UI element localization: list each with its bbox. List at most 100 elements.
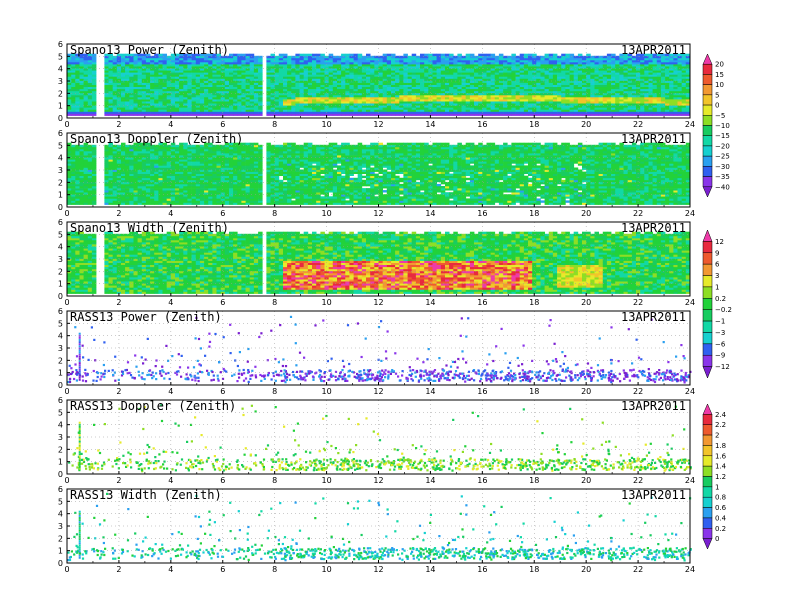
heatmap-cell <box>142 151 147 153</box>
heatmap-cell <box>167 72 172 74</box>
heatmap-cell <box>669 72 674 74</box>
heatmap-cell <box>644 109 649 111</box>
heatmap-cell <box>75 196 80 198</box>
heatmap-cell <box>312 89 317 91</box>
heatmap-cell <box>528 97 533 99</box>
heatmap-cell <box>187 66 192 68</box>
heatmap-cell <box>541 83 546 85</box>
heatmap-cell <box>300 76 305 78</box>
heatmap-cell <box>279 66 284 68</box>
heatmap-cell <box>246 79 251 81</box>
heatmap-cell <box>553 107 558 109</box>
heatmap-cell <box>138 109 143 111</box>
heatmap-cell <box>175 66 180 68</box>
heatmap-cell <box>391 66 396 68</box>
heatmap-cell <box>200 72 205 74</box>
heatmap-cell <box>212 72 217 74</box>
heatmap-cell <box>387 97 392 99</box>
heatmap-cell <box>92 165 97 167</box>
heatmap-cell <box>354 107 359 109</box>
heatmap-cell <box>366 103 371 105</box>
heatmap-cell <box>358 79 363 81</box>
heatmap-cell <box>92 188 97 190</box>
heatmap-cell <box>150 176 155 178</box>
heatmap-cell <box>212 99 217 101</box>
heatmap-cell <box>470 114 475 116</box>
heatmap-cell <box>300 83 305 85</box>
heatmap-cell <box>503 99 508 101</box>
heatmap-cell <box>316 76 321 78</box>
heatmap-cell <box>516 79 521 81</box>
heatmap-cell <box>179 97 184 99</box>
heatmap-cell <box>92 161 97 163</box>
heatmap-cell <box>295 76 300 78</box>
heatmap-cell <box>146 151 151 153</box>
heatmap-cell <box>673 76 678 78</box>
heatmap-cell <box>399 97 404 99</box>
heatmap-cell <box>67 151 72 153</box>
heatmap-cell <box>154 66 159 68</box>
heatmap-cell <box>341 97 346 99</box>
y-tick-label: 1 <box>58 102 63 111</box>
heatmap-cell <box>312 72 317 74</box>
heatmap-cell <box>75 89 80 91</box>
heatmap-cell <box>495 109 500 111</box>
heatmap-cell <box>437 79 442 81</box>
heatmap-cell <box>287 97 292 99</box>
heatmap-cell <box>570 66 575 68</box>
heatmap-cell <box>333 58 338 60</box>
heatmap-cell <box>84 155 89 157</box>
heatmap-cell <box>179 62 184 64</box>
heatmap-cell <box>545 103 550 105</box>
heatmap-cell <box>134 151 139 153</box>
heatmap-cell <box>553 97 558 99</box>
heatmap-cell <box>354 109 359 111</box>
heatmap-cell <box>595 109 600 111</box>
heatmap-cell <box>341 54 346 56</box>
heatmap-cell <box>366 99 371 101</box>
heatmap-cell <box>129 109 134 111</box>
heatmap-cell <box>653 97 658 99</box>
heatmap-cell <box>75 79 80 81</box>
heatmap-cell <box>682 66 687 68</box>
heatmap-cell <box>109 107 114 109</box>
heatmap-cell <box>653 93 658 95</box>
heatmap-cell <box>399 107 404 109</box>
heatmap-cell <box>636 109 641 111</box>
heatmap-cell <box>399 83 404 85</box>
heatmap-cell <box>607 99 612 101</box>
heatmap-cell <box>196 87 201 89</box>
heatmap-cell <box>142 198 147 200</box>
heatmap-cell <box>449 89 454 91</box>
heatmap-cell <box>300 99 305 101</box>
heatmap-cell <box>142 83 147 85</box>
heatmap-cell <box>320 103 325 105</box>
heatmap-cell <box>520 97 525 99</box>
heatmap-cell <box>134 203 139 205</box>
heatmap-cell <box>183 72 188 74</box>
heatmap-cell <box>491 99 496 101</box>
heatmap-cell <box>179 79 184 81</box>
heatmap-cell <box>80 176 85 178</box>
heatmap-cell <box>337 99 342 101</box>
heatmap-cell <box>150 182 155 184</box>
heatmap-cell <box>233 97 238 99</box>
heatmap-cell <box>109 172 114 174</box>
heatmap-cell <box>611 66 616 68</box>
heatmap-cell <box>217 99 222 101</box>
y-tick-label: 6 <box>58 40 63 49</box>
heatmap-cell <box>499 79 504 81</box>
heatmap-cell <box>678 66 683 68</box>
heatmap-cell <box>565 79 570 81</box>
heatmap-cell <box>657 107 662 109</box>
heatmap-cell <box>221 109 226 111</box>
heatmap-cell <box>541 58 546 60</box>
heatmap-cell <box>88 109 93 111</box>
heatmap-cell <box>590 109 595 111</box>
heatmap-cell <box>499 99 504 101</box>
heatmap-cell <box>420 66 425 68</box>
heatmap-cell <box>125 155 130 157</box>
heatmap-cell <box>366 62 371 64</box>
heatmap-cell <box>150 89 155 91</box>
heatmap-cell <box>304 109 309 111</box>
